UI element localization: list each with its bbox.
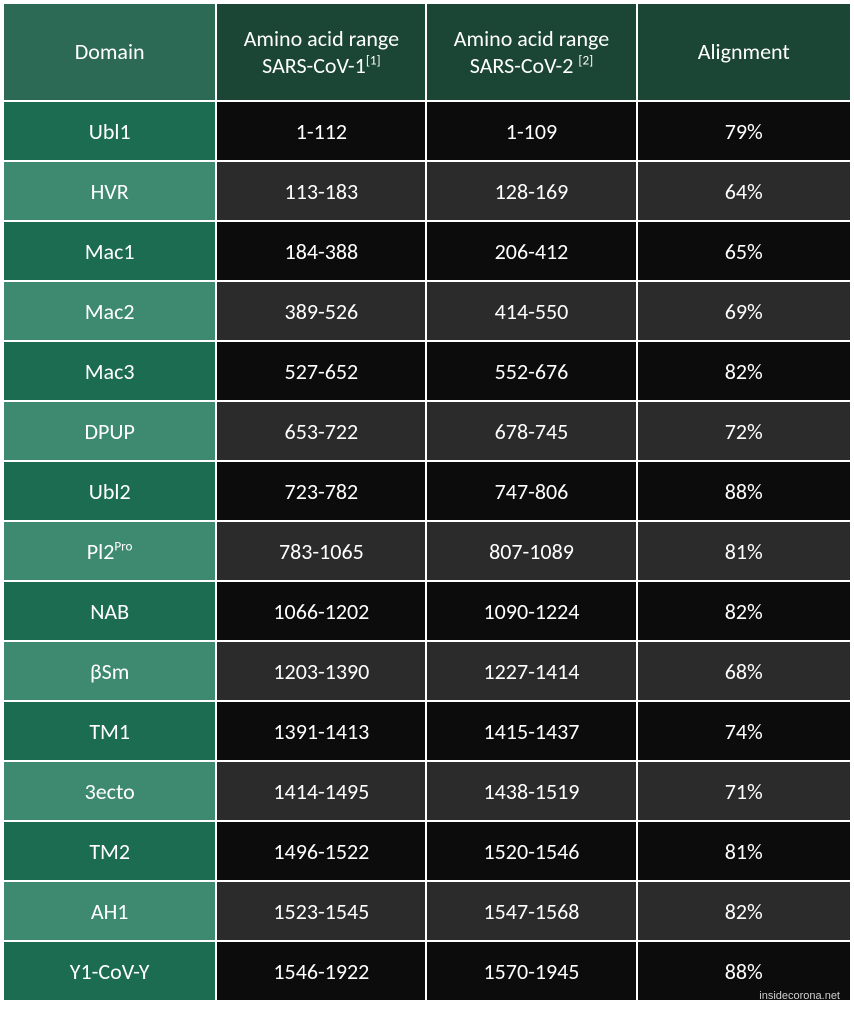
cell-alignment: 74% <box>638 702 850 760</box>
col-header-cov1: Amino acid range SARS-CoV-1[1] <box>217 4 425 100</box>
table-row: AH11523-15451547-156882% <box>4 882 850 940</box>
cell-domain: Mac1 <box>4 222 215 280</box>
watermark: insidecorona.net <box>0 990 854 1002</box>
cell-domain: TM1 <box>4 702 215 760</box>
table-row: Mac1184-388206-41265% <box>4 222 850 280</box>
cell-cov1-range: 1066-1202 <box>217 582 425 640</box>
table-row: Ubl2723-782747-80688% <box>4 462 850 520</box>
cell-cov2-range: 1415-1437 <box>427 702 635 760</box>
table-row: Ubl11-1121-10979% <box>4 102 850 160</box>
cell-domain: DPUP <box>4 402 215 460</box>
cell-cov2-range: 678-745 <box>427 402 635 460</box>
table-row: Pl2Pro783-1065807-108981% <box>4 522 850 580</box>
cell-domain: NAB <box>4 582 215 640</box>
table-body: Ubl11-1121-10979%HVR113-183128-16964%Mac… <box>4 102 850 1000</box>
cell-cov2-range: 414-550 <box>427 282 635 340</box>
table-row: TM11391-14131415-143774% <box>4 702 850 760</box>
cell-domain: Pl2Pro <box>4 522 215 580</box>
cell-alignment: 79% <box>638 102 850 160</box>
cell-cov2-range: 1090-1224 <box>427 582 635 640</box>
cell-domain: Mac3 <box>4 342 215 400</box>
cell-cov1-range: 1496-1522 <box>217 822 425 880</box>
table-header: Domain Amino acid range SARS-CoV-1[1] Am… <box>4 4 850 100</box>
cell-cov1-range: 1391-1413 <box>217 702 425 760</box>
cell-cov1-range: 1523-1545 <box>217 882 425 940</box>
cell-alignment: 68% <box>638 642 850 700</box>
cell-cov1-range: 1-112 <box>217 102 425 160</box>
table-row: DPUP653-722678-74572% <box>4 402 850 460</box>
cell-cov1-range: 1414-1495 <box>217 762 425 820</box>
cell-alignment: 72% <box>638 402 850 460</box>
cell-domain: Mac2 <box>4 282 215 340</box>
cell-cov2-range: 1227-1414 <box>427 642 635 700</box>
cell-cov1-range: 184-388 <box>217 222 425 280</box>
cell-domain: AH1 <box>4 882 215 940</box>
col-header-cov2: Amino acid rangeSARS-CoV-2 [2] <box>427 4 635 100</box>
cell-domain: 3ecto <box>4 762 215 820</box>
table-row: βSm1203-13901227-141468% <box>4 642 850 700</box>
cell-cov2-range: 1520-1546 <box>427 822 635 880</box>
cell-alignment: 88% <box>638 462 850 520</box>
col-header-domain: Domain <box>4 4 215 100</box>
cell-alignment: 71% <box>638 762 850 820</box>
table-row: 3ecto1414-14951438-151971% <box>4 762 850 820</box>
cell-cov2-range: 1547-1568 <box>427 882 635 940</box>
cell-domain: TM2 <box>4 822 215 880</box>
cell-cov2-range: 807-1089 <box>427 522 635 580</box>
table-row: Mac2389-526414-55069% <box>4 282 850 340</box>
header-row: Domain Amino acid range SARS-CoV-1[1] Am… <box>4 4 850 100</box>
cell-domain: βSm <box>4 642 215 700</box>
table-row: TM21496-15221520-154681% <box>4 822 850 880</box>
cell-alignment: 81% <box>638 822 850 880</box>
cell-alignment: 64% <box>638 162 850 220</box>
cell-cov1-range: 389-526 <box>217 282 425 340</box>
cell-cov2-range: 1-109 <box>427 102 635 160</box>
cell-cov1-range: 783-1065 <box>217 522 425 580</box>
cell-cov2-range: 128-169 <box>427 162 635 220</box>
cell-alignment: 69% <box>638 282 850 340</box>
domain-alignment-table: Domain Amino acid range SARS-CoV-1[1] Am… <box>2 2 852 1002</box>
cell-cov2-range: 747-806 <box>427 462 635 520</box>
table-row: HVR113-183128-16964% <box>4 162 850 220</box>
cell-cov2-range: 206-412 <box>427 222 635 280</box>
cell-cov2-range: 552-676 <box>427 342 635 400</box>
cell-domain: HVR <box>4 162 215 220</box>
cell-cov1-range: 527-652 <box>217 342 425 400</box>
cell-alignment: 82% <box>638 342 850 400</box>
col-header-alignment: Alignment <box>638 4 850 100</box>
cell-alignment: 65% <box>638 222 850 280</box>
table-row: NAB1066-12021090-122482% <box>4 582 850 640</box>
cell-cov2-range: 1438-1519 <box>427 762 635 820</box>
cell-alignment: 81% <box>638 522 850 580</box>
cell-cov1-range: 1203-1390 <box>217 642 425 700</box>
cell-cov1-range: 723-782 <box>217 462 425 520</box>
cell-alignment: 82% <box>638 582 850 640</box>
cell-cov1-range: 653-722 <box>217 402 425 460</box>
table-row: Mac3527-652552-67682% <box>4 342 850 400</box>
cell-alignment: 82% <box>638 882 850 940</box>
cell-cov1-range: 113-183 <box>217 162 425 220</box>
cell-domain: Ubl1 <box>4 102 215 160</box>
cell-domain: Ubl2 <box>4 462 215 520</box>
